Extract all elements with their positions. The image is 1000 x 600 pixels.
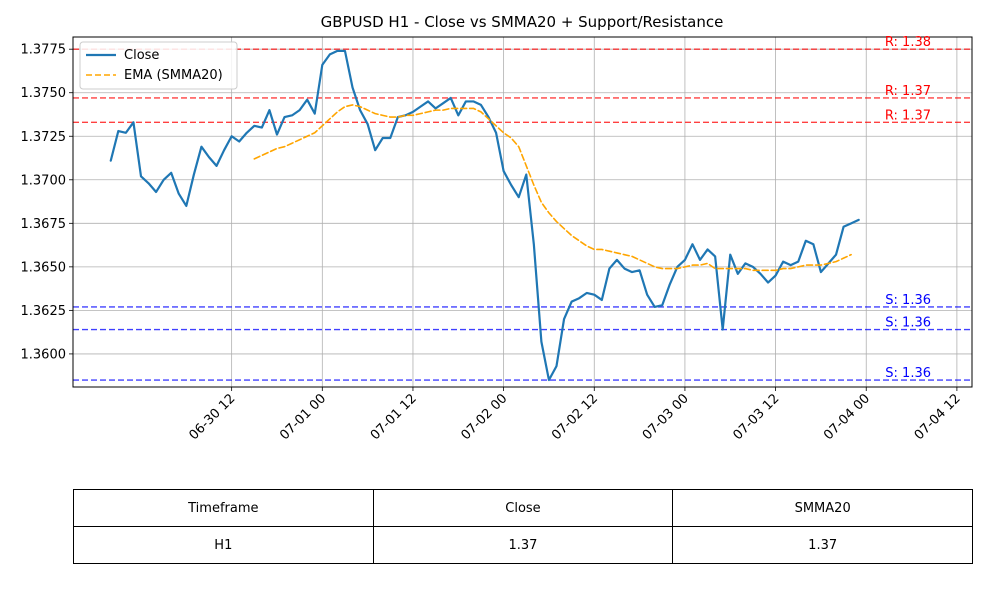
summary-table-row: H1 1.37 1.37 <box>73 526 973 564</box>
x-tick-label: 07-01 12 <box>368 391 420 443</box>
y-tick-label: 1.3700 <box>21 173 67 188</box>
legend-label-smma: EMA (SMMA20) <box>124 68 223 83</box>
x-tick-label: 07-02 12 <box>549 391 601 443</box>
y-tick-label: 1.3600 <box>21 347 67 362</box>
summary-cell-timeframe: H1 <box>73 526 374 564</box>
x-tick-label: 07-03 12 <box>730 391 782 443</box>
close-series-line <box>109 49 860 382</box>
summary-header-close: Close <box>372 489 674 527</box>
x-tick-label: 07-03 00 <box>640 391 692 443</box>
legend-label-close: Close <box>124 48 159 63</box>
resistance-label: R: 1.37 <box>885 108 931 123</box>
plot-frame <box>72 36 973 388</box>
x-tick-label: 06-30 12 <box>187 391 239 443</box>
axis-layer: 1.3600 1.3625 1.3650 1.3675 1.3700 1.3725 1.37… <box>21 43 964 443</box>
y-tick-label: 1.3725 <box>21 130 67 145</box>
summary-cell-close: 1.37 <box>372 526 674 564</box>
y-tick-label: 1.3650 <box>21 260 67 275</box>
summary-header-timeframe: Timeframe <box>73 489 374 527</box>
series-layer <box>109 49 860 382</box>
resistance-label: R: 1.37 <box>885 84 931 99</box>
summary-cell-smma20: 1.37 <box>672 526 973 564</box>
legend: Close EMA (SMMA20) <box>79 41 238 90</box>
x-tick-label: 07-01 00 <box>277 391 329 443</box>
y-tick-label: 1.3625 <box>21 304 67 319</box>
y-tick-label: 1.3675 <box>21 217 67 232</box>
summary-header-smma20: SMMA20 <box>672 489 973 527</box>
y-tick-label: 1.3750 <box>21 86 67 101</box>
chart-title: GBPUSD H1 - Close vs SMMA20 + Support/Re… <box>321 13 724 31</box>
support-label: S: 1.36 <box>885 316 931 331</box>
x-tick-label: 07-04 00 <box>821 391 873 443</box>
resistance-label: R: 1.38 <box>885 35 931 50</box>
smma20-series-line <box>253 104 852 272</box>
summary-table: Timeframe Close SMMA20 H1 1.37 1.37 <box>73 489 973 564</box>
legend-box <box>79 41 238 90</box>
chart: GBPUSD H1 - Close vs SMMA20 + Support/Re… <box>21 13 973 443</box>
grid-layer <box>73 37 972 387</box>
x-tick-label: 07-04 12 <box>912 391 964 443</box>
x-tick-label: 07-02 00 <box>459 391 511 443</box>
summary-table-header-row: Timeframe Close SMMA20 <box>73 489 973 527</box>
level-label-layer: R: 1.38 R: 1.37 R: 1.37 S: 1.36 S: 1.36 S: 1.… <box>885 35 931 381</box>
level-layer <box>73 48 972 381</box>
support-label: S: 1.36 <box>885 366 931 381</box>
support-label: S: 1.36 <box>885 293 931 308</box>
y-tick-label: 1.3775 <box>21 43 67 58</box>
